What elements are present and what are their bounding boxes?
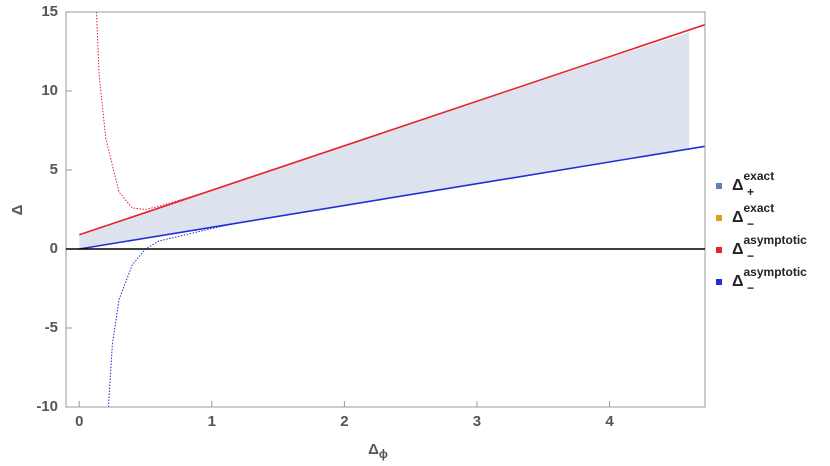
y-tick-label: 5 — [50, 161, 58, 178]
y-tick-label: -10 — [36, 398, 58, 415]
y-tick-label: 15 — [41, 3, 58, 20]
legend-name: Δ — [732, 177, 744, 194]
exact-band — [79, 32, 690, 249]
x-axis-label-sub: ϕ — [379, 447, 388, 461]
legend-sup: exact — [744, 169, 775, 183]
y-axis-label: Δ — [9, 204, 26, 215]
frame — [65, 11, 706, 408]
legend-sub: − — [747, 249, 754, 263]
dotted-curve — [95, 12, 212, 211]
legend-sub: + — [747, 185, 754, 199]
dotted-curve — [107, 222, 239, 407]
x-tick-label: 1 — [208, 413, 216, 430]
legend-label: Δasymptotic − — [732, 265, 807, 295]
x-tick-label: 4 — [605, 413, 614, 430]
legend-label: Δexact + — [732, 169, 774, 199]
legend-sup: exact — [744, 201, 775, 215]
legend-name: Δ — [732, 209, 744, 226]
series-line — [79, 145, 705, 250]
legend-sub: − — [747, 217, 754, 231]
plot-area — [79, 12, 705, 407]
series-line — [79, 23, 705, 236]
legend-label: Δasymptotic − — [732, 233, 807, 263]
x-tick-label: 3 — [473, 413, 481, 430]
legend-sub: − — [747, 281, 754, 295]
legend-label: Δexact − — [732, 201, 774, 231]
legend-swatch — [716, 183, 722, 189]
y-tick-label: 0 — [50, 240, 58, 257]
x-tick-label: 2 — [340, 413, 348, 430]
y-tick-label: 10 — [41, 82, 58, 99]
x-tick-label: 0 — [75, 413, 83, 430]
legend-swatch — [716, 247, 722, 253]
legend-swatch — [716, 215, 722, 221]
legend-swatch — [716, 279, 722, 285]
legend-name: Δ — [732, 241, 744, 258]
legend-sup: asymptotic — [744, 265, 808, 279]
x-axis-label-main: Δ — [368, 441, 379, 458]
legend-name: Δ — [732, 273, 744, 290]
legend-sup: asymptotic — [744, 233, 808, 247]
x-axis-label: Δϕ — [368, 441, 388, 461]
y-tick-label: -5 — [45, 319, 58, 336]
